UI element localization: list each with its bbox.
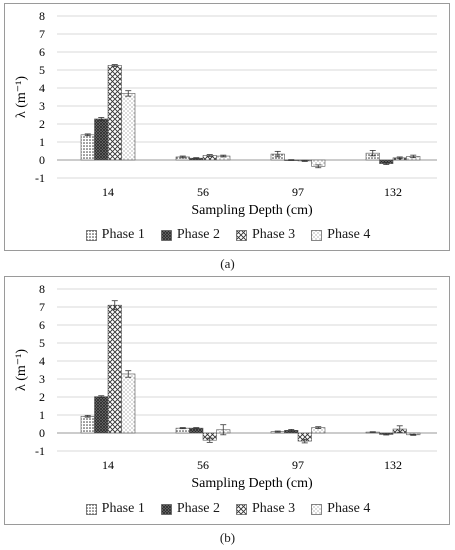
legend-label: Phase 2 xyxy=(176,227,220,242)
y-tick-label: -1 xyxy=(35,171,45,185)
y-tick-label: 0 xyxy=(39,426,45,440)
x-axis-label: Sampling Depth (cm) xyxy=(191,203,313,218)
x-tick-label: 97 xyxy=(292,458,304,472)
y-tick-label: 4 xyxy=(39,354,45,368)
y-tick-label: 2 xyxy=(39,117,45,131)
bar-phase-1 xyxy=(80,134,95,161)
legend-label: Phase 4 xyxy=(327,227,371,242)
legend-swatch xyxy=(236,503,247,515)
bar-phase-3 xyxy=(107,304,122,434)
bar-phase-1 xyxy=(80,415,95,434)
caption-b: (b) xyxy=(219,530,236,545)
bar-phase-4 xyxy=(121,93,136,161)
y-tick-label: 7 xyxy=(39,300,45,314)
legend-label: Phase 2 xyxy=(176,501,220,516)
legend-label: Phase 1 xyxy=(101,227,145,242)
y-tick-label: 7 xyxy=(39,27,45,41)
legend-a: Phase 1 Phase 2 Phase 3 Phase 4 xyxy=(5,227,451,243)
y-tick-label: 0 xyxy=(39,153,45,167)
legend-item: Phase 4 xyxy=(311,501,370,517)
bar-phase-2 xyxy=(94,396,109,434)
legend-swatch xyxy=(85,503,97,515)
legend-label: Phase 1 xyxy=(101,501,145,516)
y-tick-label: 8 xyxy=(39,9,45,23)
x-tick-label: 132 xyxy=(384,458,402,472)
x-tick-label: 97 xyxy=(292,185,304,199)
legend-item: Phase 1 xyxy=(85,501,145,517)
legend-b: Phase 1 Phase 2 Phase 3 Phase 4 xyxy=(5,501,451,517)
y-tick-label: 3 xyxy=(39,372,45,386)
legend-swatch xyxy=(160,229,172,241)
y-tick-label: 2 xyxy=(39,390,45,404)
legend-item: Phase 2 xyxy=(160,227,220,243)
legend-swatch xyxy=(85,229,97,241)
y-tick-label: 6 xyxy=(39,45,45,59)
bar-phase-4 xyxy=(121,373,136,434)
y-tick-label: 8 xyxy=(39,282,45,296)
chart-panel-b: -1 0 1 2 3 4 5 6 7 8 λ (m⁻¹) 14 56 97 132 Sampling Dept… xyxy=(4,276,450,525)
legend-swatch xyxy=(160,503,172,515)
legend-item: Phase 3 xyxy=(236,501,295,517)
legend-label: Phase 3 xyxy=(252,501,296,516)
chart-panel-a: -1 0 1 2 3 4 5 6 7 8 λ (m⁻¹) 14 56 97 132 Sampling Dept… xyxy=(4,3,450,251)
x-axis-label: Sampling Depth (cm) xyxy=(191,476,313,491)
legend-label: Phase 4 xyxy=(327,501,371,516)
y-tick-label: 6 xyxy=(39,318,45,332)
x-tick-label: 56 xyxy=(197,185,209,199)
y-tick-label: 5 xyxy=(39,336,45,350)
legend-label: Phase 3 xyxy=(252,227,296,242)
x-tick-label: 14 xyxy=(102,185,114,199)
y-axis-label: λ (m⁻¹) xyxy=(14,349,29,391)
legend-swatch xyxy=(311,229,323,241)
y-tick-label: 1 xyxy=(39,135,45,149)
y-tick-label: 3 xyxy=(39,99,45,113)
legend-swatch xyxy=(311,503,323,515)
x-tick-label: 14 xyxy=(102,458,114,472)
legend-item: Phase 1 xyxy=(85,227,145,243)
y-tick-label: 4 xyxy=(39,81,45,95)
bar-phase-3 xyxy=(107,65,122,161)
legend-item: Phase 2 xyxy=(160,501,220,517)
y-axis-label: λ (m⁻¹) xyxy=(14,76,29,118)
y-tick-label: 1 xyxy=(39,408,45,422)
y-tick-label: -1 xyxy=(35,444,45,458)
caption-a: (a) xyxy=(220,256,235,271)
legend-item: Phase 3 xyxy=(236,227,295,243)
x-tick-label: 132 xyxy=(384,185,402,199)
legend-swatch xyxy=(236,229,247,241)
legend-item: Phase 4 xyxy=(311,227,370,243)
y-tick-label: 5 xyxy=(39,63,45,77)
x-tick-label: 56 xyxy=(197,458,209,472)
bar-phase-2 xyxy=(94,118,109,161)
